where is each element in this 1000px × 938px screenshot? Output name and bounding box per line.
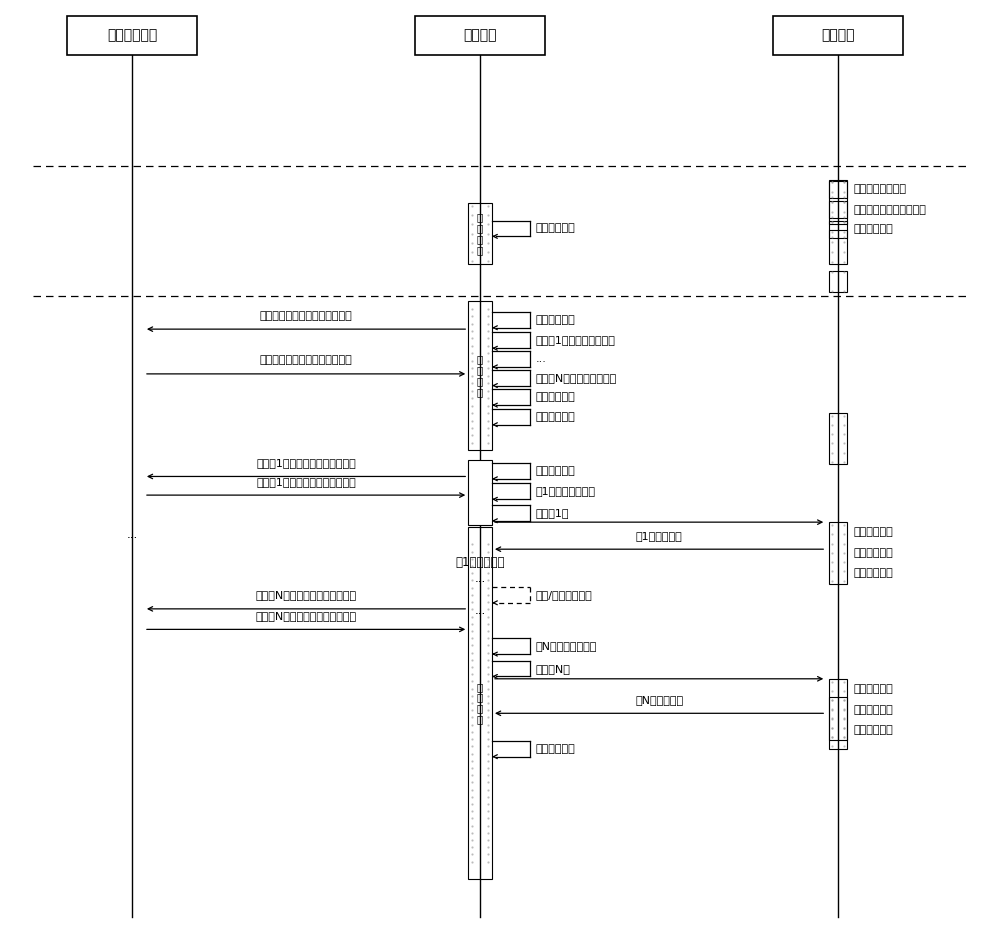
Text: ...: ... bbox=[536, 354, 547, 364]
Text: 开始模拟预演: 开始模拟预演 bbox=[536, 315, 576, 325]
Text: 导入厂站装置信息: 导入厂站装置信息 bbox=[853, 184, 906, 194]
Bar bbox=[829, 271, 847, 292]
Text: 暂停/继续（可选）: 暂停/继续（可选） bbox=[536, 590, 593, 600]
Bar bbox=[468, 460, 492, 525]
Text: ...: ... bbox=[126, 528, 138, 541]
Bar bbox=[829, 413, 847, 464]
Bar bbox=[468, 204, 492, 264]
Text: 模拟预演结束: 模拟预演结束 bbox=[536, 392, 576, 402]
Text: 仿真系统: 仿真系统 bbox=[821, 28, 855, 42]
Text: 预演第1步，内置防误校验: 预演第1步，内置防误校验 bbox=[536, 335, 616, 345]
Bar bbox=[829, 522, 847, 583]
Text: 设置初始状态: 设置初始状态 bbox=[853, 224, 893, 234]
Text: 执行第1步: 执行第1步 bbox=[536, 507, 569, 518]
Text: 生成操作任务: 生成操作任务 bbox=[536, 223, 576, 234]
Bar bbox=[829, 221, 847, 237]
Text: 第1步执行成功: 第1步执行成功 bbox=[636, 531, 682, 541]
Text: 执行第1步操作项目防误校验请求: 执行第1步操作项目防误校验请求 bbox=[256, 458, 356, 468]
Bar bbox=[468, 301, 492, 450]
Bar bbox=[829, 180, 847, 224]
Bar bbox=[415, 16, 545, 55]
Text: 检查目标状态: 检查目标状态 bbox=[536, 744, 576, 754]
Text: 执行第N步操作项目防误校验请求: 执行第N步操作项目防误校验请求 bbox=[256, 591, 357, 600]
Text: 检查预演结果: 检查预演结果 bbox=[536, 412, 576, 422]
Bar bbox=[829, 231, 847, 264]
Text: 全部操作项目预演防误校验请求: 全部操作项目预演防误校验请求 bbox=[260, 310, 352, 321]
Bar bbox=[829, 679, 847, 740]
Text: 执行第N步: 执行第N步 bbox=[536, 663, 571, 673]
Text: 模拟遥控操作: 模拟遥控操作 bbox=[853, 704, 893, 715]
Text: 执行第1步操作项目防误校验成功: 执行第1步操作项目防误校验成功 bbox=[256, 477, 356, 487]
Bar bbox=[67, 16, 197, 55]
Text: 第1步执行成功: 第1步执行成功 bbox=[455, 555, 505, 568]
Bar bbox=[829, 202, 847, 219]
Bar bbox=[829, 181, 847, 198]
Text: 智能防误主机: 智能防误主机 bbox=[107, 28, 157, 42]
Bar bbox=[829, 698, 847, 749]
Text: 第1步内置防误校验: 第1步内置防误校验 bbox=[536, 487, 596, 496]
Text: 指
令
执
行: 指 令 执 行 bbox=[477, 682, 483, 724]
Text: 导入厂站顺控操作票文档: 导入厂站顺控操作票文档 bbox=[853, 204, 926, 215]
Text: 第N步执行成功: 第N步执行成功 bbox=[635, 695, 683, 705]
Text: 模拟遥控操作: 模拟遥控操作 bbox=[853, 548, 893, 558]
Text: 核对遥控指令: 核对遥控指令 bbox=[853, 527, 893, 537]
Text: 返回遥信变位: 返回遥信变位 bbox=[853, 568, 893, 579]
Text: 预演第N步，内置防误校验: 预演第N步，内置防误校验 bbox=[536, 372, 617, 383]
Text: 核对遥控指令: 核对遥控指令 bbox=[853, 684, 893, 694]
Text: 执行第N步操作项目防误校验成功: 执行第N步操作项目防误校验成功 bbox=[256, 611, 357, 621]
Text: ...: ... bbox=[474, 571, 486, 584]
Text: 全部操作项目预演防误校验成功: 全部操作项目预演防误校验成功 bbox=[260, 356, 352, 366]
Text: 生
成
任
务: 生 成 任 务 bbox=[477, 212, 483, 255]
Bar bbox=[468, 527, 492, 879]
Text: 返回遥信变位: 返回遥信变位 bbox=[853, 725, 893, 735]
Bar bbox=[773, 16, 903, 55]
Text: 顺控主机: 顺控主机 bbox=[463, 28, 497, 42]
Text: ...: ... bbox=[474, 604, 486, 617]
Text: 第N步内置防误校验: 第N步内置防误校验 bbox=[536, 642, 597, 651]
Text: 模
拟
预
演: 模 拟 预 演 bbox=[477, 355, 483, 397]
Text: 开始操作执行: 开始操作执行 bbox=[536, 466, 576, 476]
